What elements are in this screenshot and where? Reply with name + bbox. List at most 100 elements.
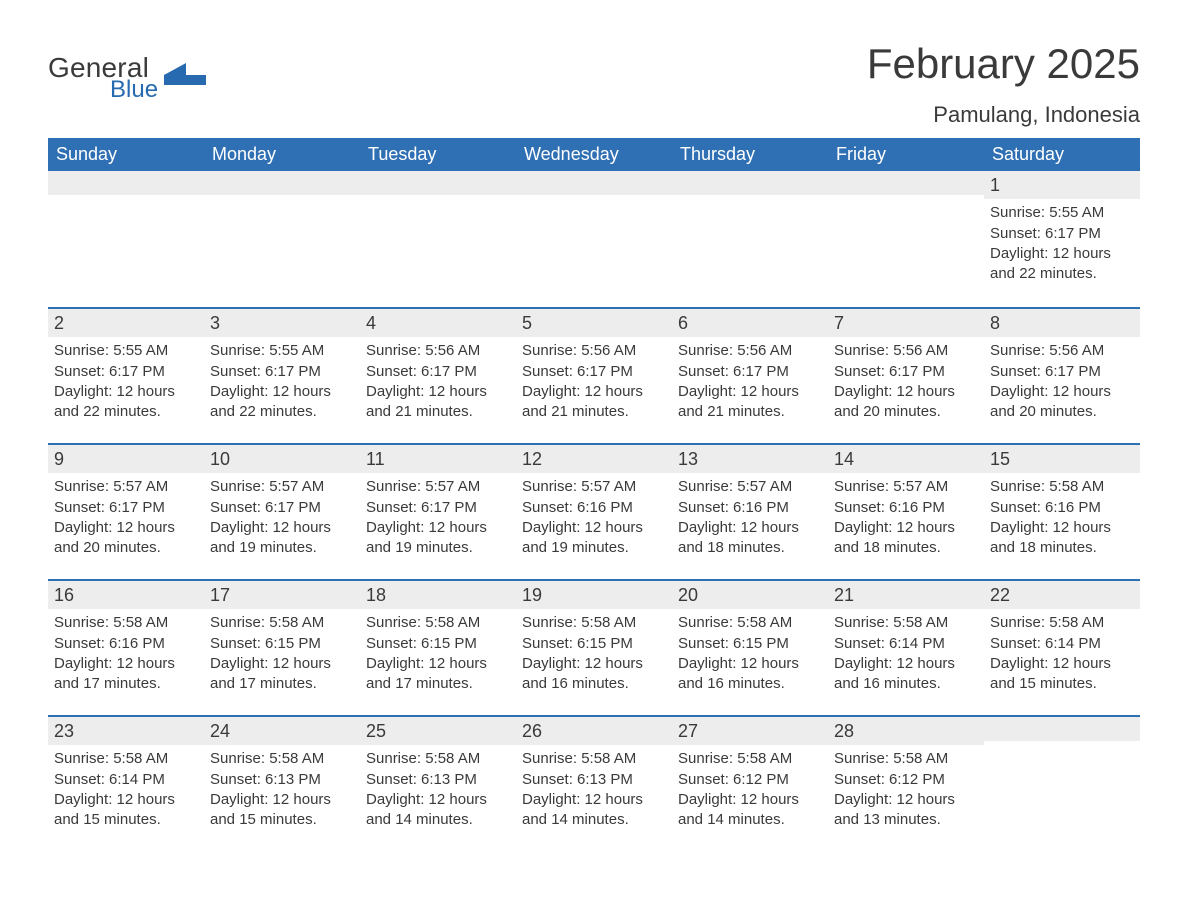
sunrise-text: Sunrise: 5:57 AM [522, 477, 666, 497]
sunset-text: Sunset: 6:15 PM [678, 634, 822, 654]
sunset-text: Sunset: 6:16 PM [678, 498, 822, 518]
day-number: 5 [516, 309, 672, 337]
sunset-text: Sunset: 6:13 PM [210, 770, 354, 790]
day-number: 13 [672, 445, 828, 473]
daylight-text: Daylight: 12 hours and 14 minutes. [522, 790, 666, 831]
daylight-text: Daylight: 12 hours and 15 minutes. [990, 654, 1134, 695]
daylight-text: Daylight: 12 hours and 22 minutes. [54, 382, 198, 423]
sunrise-text: Sunrise: 5:58 AM [54, 613, 198, 633]
logo-text-blue: Blue [110, 78, 158, 102]
daylight-text: Daylight: 12 hours and 19 minutes. [210, 518, 354, 559]
calendar-day-cell: 25Sunrise: 5:58 AMSunset: 6:13 PMDayligh… [360, 717, 516, 851]
calendar-day-cell [204, 171, 360, 307]
calendar-day-cell: 6Sunrise: 5:56 AMSunset: 6:17 PMDaylight… [672, 309, 828, 443]
day-number: 14 [828, 445, 984, 473]
day-number: 27 [672, 717, 828, 745]
sunset-text: Sunset: 6:17 PM [990, 224, 1134, 244]
calendar-day-cell [48, 171, 204, 307]
daylight-text: Daylight: 12 hours and 21 minutes. [678, 382, 822, 423]
calendar-day-cell: 18Sunrise: 5:58 AMSunset: 6:15 PMDayligh… [360, 581, 516, 715]
sunset-text: Sunset: 6:12 PM [678, 770, 822, 790]
daylight-text: Daylight: 12 hours and 14 minutes. [678, 790, 822, 831]
weekday-header: Saturday [984, 138, 1140, 171]
weekday-header: Tuesday [360, 138, 516, 171]
calendar-day-cell [672, 171, 828, 307]
sunset-text: Sunset: 6:13 PM [522, 770, 666, 790]
sunrise-text: Sunrise: 5:58 AM [834, 749, 978, 769]
day-number [360, 171, 516, 195]
day-number: 9 [48, 445, 204, 473]
sunrise-text: Sunrise: 5:58 AM [210, 749, 354, 769]
sunset-text: Sunset: 6:17 PM [366, 362, 510, 382]
calendar-day-cell: 9Sunrise: 5:57 AMSunset: 6:17 PMDaylight… [48, 445, 204, 579]
calendar-day-cell: 19Sunrise: 5:58 AMSunset: 6:15 PMDayligh… [516, 581, 672, 715]
sunset-text: Sunset: 6:16 PM [522, 498, 666, 518]
sunset-text: Sunset: 6:14 PM [54, 770, 198, 790]
day-number [672, 171, 828, 195]
day-number: 17 [204, 581, 360, 609]
daylight-text: Daylight: 12 hours and 16 minutes. [834, 654, 978, 695]
day-number [516, 171, 672, 195]
sunset-text: Sunset: 6:17 PM [522, 362, 666, 382]
sunrise-text: Sunrise: 5:57 AM [210, 477, 354, 497]
calendar-day-cell [984, 717, 1140, 851]
sunset-text: Sunset: 6:17 PM [834, 362, 978, 382]
daylight-text: Daylight: 12 hours and 17 minutes. [210, 654, 354, 695]
calendar-day-cell: 16Sunrise: 5:58 AMSunset: 6:16 PMDayligh… [48, 581, 204, 715]
sunset-text: Sunset: 6:15 PM [366, 634, 510, 654]
weekday-header: Friday [828, 138, 984, 171]
calendar-day-cell: 4Sunrise: 5:56 AMSunset: 6:17 PMDaylight… [360, 309, 516, 443]
sunrise-text: Sunrise: 5:58 AM [678, 613, 822, 633]
calendar-week-row: 16Sunrise: 5:58 AMSunset: 6:16 PMDayligh… [48, 579, 1140, 715]
calendar-day-cell: 2Sunrise: 5:55 AMSunset: 6:17 PMDaylight… [48, 309, 204, 443]
day-number: 22 [984, 581, 1140, 609]
weekday-header: Thursday [672, 138, 828, 171]
sunrise-text: Sunrise: 5:56 AM [522, 341, 666, 361]
sunset-text: Sunset: 6:15 PM [210, 634, 354, 654]
day-number: 10 [204, 445, 360, 473]
sunrise-text: Sunrise: 5:58 AM [834, 613, 978, 633]
daylight-text: Daylight: 12 hours and 22 minutes. [990, 244, 1134, 285]
sunrise-text: Sunrise: 5:55 AM [990, 203, 1134, 223]
sunrise-text: Sunrise: 5:58 AM [522, 613, 666, 633]
daylight-text: Daylight: 12 hours and 21 minutes. [366, 382, 510, 423]
calendar-day-cell: 14Sunrise: 5:57 AMSunset: 6:16 PMDayligh… [828, 445, 984, 579]
calendar-day-cell: 8Sunrise: 5:56 AMSunset: 6:17 PMDaylight… [984, 309, 1140, 443]
day-number: 12 [516, 445, 672, 473]
sunset-text: Sunset: 6:15 PM [522, 634, 666, 654]
daylight-text: Daylight: 12 hours and 20 minutes. [54, 518, 198, 559]
calendar-day-cell: 24Sunrise: 5:58 AMSunset: 6:13 PMDayligh… [204, 717, 360, 851]
daylight-text: Daylight: 12 hours and 15 minutes. [210, 790, 354, 831]
calendar-day-cell: 21Sunrise: 5:58 AMSunset: 6:14 PMDayligh… [828, 581, 984, 715]
calendar-day-cell [360, 171, 516, 307]
daylight-text: Daylight: 12 hours and 18 minutes. [834, 518, 978, 559]
location-label: Pamulang, Indonesia [867, 102, 1140, 128]
day-number: 4 [360, 309, 516, 337]
sunrise-text: Sunrise: 5:58 AM [990, 477, 1134, 497]
sunrise-text: Sunrise: 5:58 AM [678, 749, 822, 769]
calendar-week-row: 9Sunrise: 5:57 AMSunset: 6:17 PMDaylight… [48, 443, 1140, 579]
sunrise-text: Sunrise: 5:57 AM [54, 477, 198, 497]
calendar-day-cell: 3Sunrise: 5:55 AMSunset: 6:17 PMDaylight… [204, 309, 360, 443]
calendar-day-cell [828, 171, 984, 307]
sunset-text: Sunset: 6:17 PM [210, 362, 354, 382]
day-number: 2 [48, 309, 204, 337]
day-number: 3 [204, 309, 360, 337]
sunrise-text: Sunrise: 5:58 AM [366, 613, 510, 633]
day-number: 18 [360, 581, 516, 609]
calendar-day-cell: 28Sunrise: 5:58 AMSunset: 6:12 PMDayligh… [828, 717, 984, 851]
calendar-day-cell: 13Sunrise: 5:57 AMSunset: 6:16 PMDayligh… [672, 445, 828, 579]
daylight-text: Daylight: 12 hours and 15 minutes. [54, 790, 198, 831]
flag-icon [164, 63, 206, 92]
calendar-week-row: 23Sunrise: 5:58 AMSunset: 6:14 PMDayligh… [48, 715, 1140, 851]
daylight-text: Daylight: 12 hours and 14 minutes. [366, 790, 510, 831]
daylight-text: Daylight: 12 hours and 17 minutes. [54, 654, 198, 695]
sunrise-text: Sunrise: 5:57 AM [834, 477, 978, 497]
weekday-header: Wednesday [516, 138, 672, 171]
calendar-day-cell: 23Sunrise: 5:58 AMSunset: 6:14 PMDayligh… [48, 717, 204, 851]
sunset-text: Sunset: 6:16 PM [54, 634, 198, 654]
calendar-week-row: 2Sunrise: 5:55 AMSunset: 6:17 PMDaylight… [48, 307, 1140, 443]
calendar-day-cell: 15Sunrise: 5:58 AMSunset: 6:16 PMDayligh… [984, 445, 1140, 579]
daylight-text: Daylight: 12 hours and 21 minutes. [522, 382, 666, 423]
day-number: 20 [672, 581, 828, 609]
